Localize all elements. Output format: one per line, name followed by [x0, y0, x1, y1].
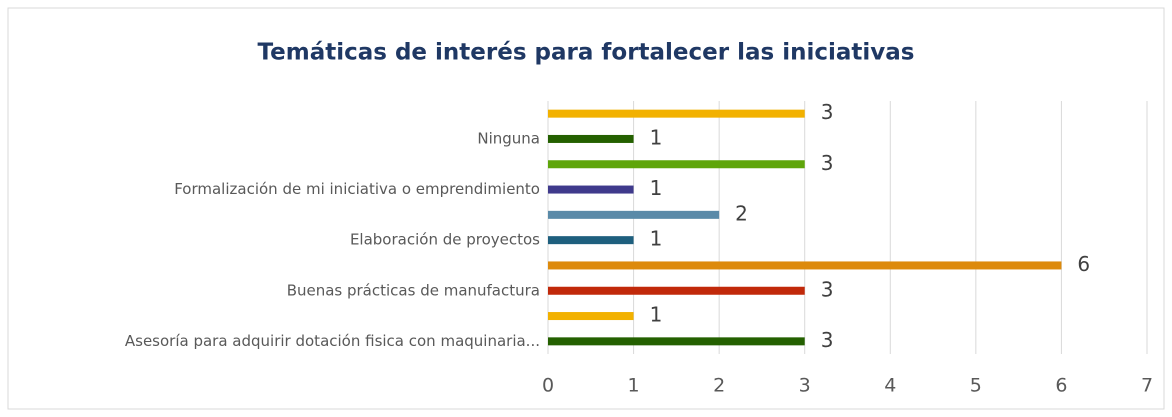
x-tick-label: 2: [713, 375, 725, 397]
chart-title: Temáticas de interés para fortalecer las…: [258, 40, 915, 66]
bar: [548, 236, 634, 245]
y-tick-label: Elaboración de proyectos: [350, 231, 540, 249]
value-label: 1: [650, 125, 663, 149]
y-tick-label: Formalización de mi iniciativa o emprend…: [174, 180, 540, 198]
bar: [548, 185, 634, 194]
x-tick-label: 5: [970, 375, 982, 397]
bar: [548, 312, 634, 321]
bar: [548, 160, 805, 169]
value-label: 3: [821, 328, 834, 352]
bar: [548, 109, 805, 118]
x-tick-label: 4: [884, 375, 896, 397]
x-tick-label: 6: [1055, 375, 1067, 397]
bar: [548, 134, 634, 143]
y-tick-label: Asesoría para adquirir dotación fisica c…: [125, 332, 540, 350]
value-label: 3: [821, 277, 834, 301]
value-label: 1: [650, 176, 663, 200]
value-label: 1: [650, 227, 663, 251]
bar: [548, 261, 1062, 270]
value-label: 6: [1077, 252, 1090, 276]
x-tick-label: 0: [542, 375, 554, 397]
x-tick-label: 3: [799, 375, 811, 397]
x-tick-label: 7: [1141, 375, 1153, 397]
bar: [548, 286, 805, 295]
bar: [548, 210, 720, 219]
value-label: 2: [735, 201, 748, 225]
y-tick-label: Ninguna: [477, 129, 540, 147]
y-tick-label: Buenas prácticas de manufactura: [287, 281, 540, 299]
bar: [548, 337, 805, 346]
value-label: 1: [650, 303, 663, 327]
value-label: 3: [821, 151, 834, 175]
value-label: 3: [821, 100, 834, 124]
x-tick-label: 1: [628, 375, 640, 397]
